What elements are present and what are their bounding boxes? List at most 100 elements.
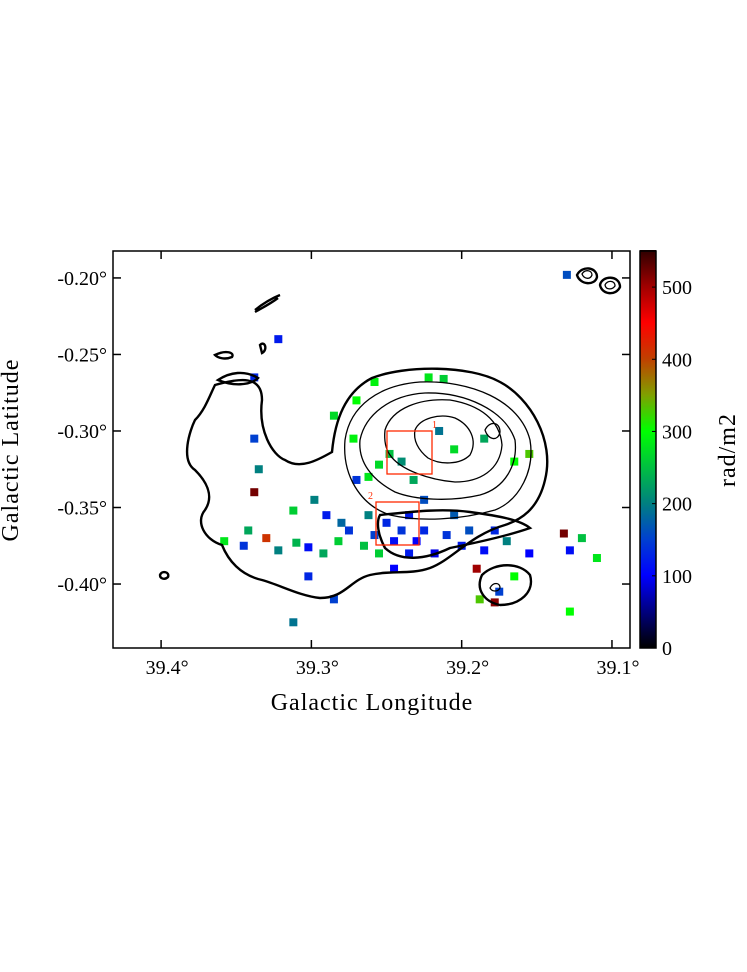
colorbar-step (640, 318, 656, 321)
colorbar-step (640, 532, 656, 535)
colorbar-step (640, 500, 656, 503)
colorbar-step (640, 530, 656, 533)
rm-pixel (337, 518, 346, 527)
colorbar-step (640, 524, 656, 527)
colorbar-step (640, 332, 656, 335)
colorbar-step (640, 600, 656, 603)
rm-pixel (289, 506, 298, 515)
colorbar-step (640, 312, 656, 315)
rm-pixel (439, 374, 448, 383)
colorbar-step (640, 256, 656, 259)
colorbar-step (640, 316, 656, 319)
colorbar-step (640, 566, 656, 569)
rm-pixel (359, 541, 368, 550)
colorbar-step (640, 374, 656, 377)
colorbar-step (640, 424, 656, 427)
colorbar-step (640, 252, 656, 255)
colorbar-step (640, 426, 656, 429)
colorbar-step (640, 462, 656, 465)
colorbar-step (640, 396, 656, 399)
y-axis-title: Galactic Latitude (0, 359, 24, 542)
rm-pixel (442, 531, 451, 540)
region-box (386, 430, 433, 475)
colorbar-step (640, 408, 656, 411)
colorbar-step (640, 512, 656, 515)
colorbar-step (640, 368, 656, 371)
rm-pixel (565, 607, 574, 616)
colorbar-tick-label: 300 (662, 421, 692, 443)
colorbar-step (640, 356, 656, 359)
colorbar-step (640, 498, 656, 501)
colorbar-step (640, 270, 656, 273)
colorbar-step (640, 608, 656, 611)
rm-pixel (274, 335, 283, 344)
colorbar-step (640, 420, 656, 423)
colorbar-step (640, 400, 656, 403)
colorbar-step (640, 620, 656, 623)
colorbar-step (640, 618, 656, 621)
rm-pixel (329, 595, 338, 604)
colorbar-step (640, 492, 656, 495)
colorbar-step (640, 276, 656, 279)
colorbar-step (640, 616, 656, 619)
colorbar-step (640, 266, 656, 269)
rm-pixel (480, 546, 489, 555)
y-tick-label: -0.40° (57, 574, 107, 596)
colorbar-step (640, 614, 656, 617)
colorbar-step (640, 592, 656, 595)
colorbar-step (640, 434, 656, 437)
colorbar-step (640, 432, 656, 435)
colorbar-step (640, 438, 656, 441)
rm-pixel (510, 572, 519, 581)
colorbar-step (640, 570, 656, 573)
rm-pixel (409, 475, 418, 484)
colorbar-step (640, 540, 656, 543)
colorbar-step (640, 558, 656, 561)
colorbar-step (640, 534, 656, 537)
colorbar-step (640, 470, 656, 473)
colorbar-step (640, 644, 656, 647)
rm-pixel (490, 526, 499, 535)
rm-pixel (565, 546, 574, 555)
colorbar-step (640, 358, 656, 361)
rm-pixel (370, 531, 379, 540)
rm-pixel (450, 511, 459, 520)
rm-pixel (592, 554, 601, 563)
colorbar-step (640, 436, 656, 439)
colorbar-step (640, 552, 656, 555)
colorbar-step (640, 254, 656, 257)
colorbar-step (640, 258, 656, 261)
colorbar-step (640, 550, 656, 553)
colorbar-step (640, 326, 656, 329)
colorbar-step (640, 298, 656, 301)
colorbar-step (640, 630, 656, 633)
rm-pixel (472, 564, 481, 573)
colorbar-step (640, 502, 656, 505)
colorbar-step (640, 476, 656, 479)
rm-pixel (510, 457, 519, 466)
colorbar-step (640, 452, 656, 455)
rm-pixel (420, 526, 429, 535)
colorbar-step (640, 320, 656, 323)
x-tick-label: 39.2° (446, 657, 489, 679)
colorbar-step (640, 604, 656, 607)
rm-pixel (334, 537, 343, 546)
colorbar-step (640, 606, 656, 609)
colorbar-step (640, 632, 656, 635)
rm-pixel (475, 595, 484, 604)
rm-pixel (577, 534, 586, 543)
rm-pixel (250, 488, 259, 497)
colorbar-step (640, 382, 656, 385)
colorbar-step (640, 520, 656, 523)
colorbar-step (640, 348, 656, 351)
colorbar-step (640, 404, 656, 407)
region-boxes (375, 430, 433, 546)
colorbar-step (640, 610, 656, 613)
colorbar-step (640, 588, 656, 591)
colorbar-step (640, 422, 656, 425)
colorbar-step (640, 412, 656, 415)
y-tick-label: -0.20° (57, 268, 107, 290)
colorbar-step (640, 330, 656, 333)
colorbar-step (640, 286, 656, 289)
